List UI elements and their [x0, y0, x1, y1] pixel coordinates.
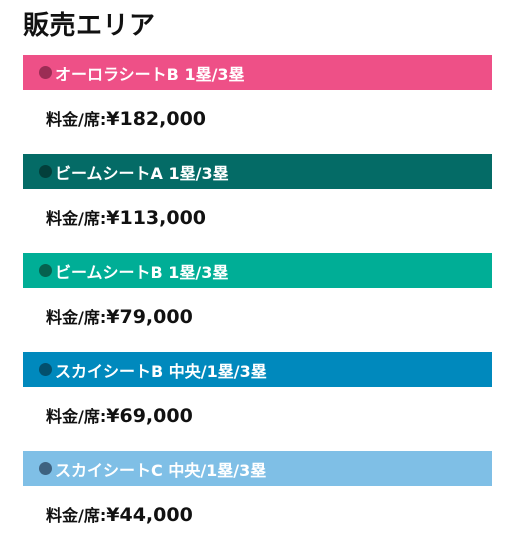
price-label: 料金/席:	[46, 407, 107, 426]
price-label: 料金/席:	[46, 308, 107, 327]
sales-area-list: オーロラシートB 1塁/3塁 料金/席:¥182,000 ビームシートA 1塁/…	[23, 55, 492, 550]
price-label: 料金/席:	[46, 506, 107, 525]
area-color-dot-icon	[39, 66, 52, 79]
price-value: ¥113,000	[106, 207, 207, 229]
price-row: 料金/席:¥79,000	[46, 302, 193, 333]
price-label: 料金/席:	[46, 209, 107, 228]
area-color-dot-icon	[39, 264, 52, 277]
price-value: ¥44,000	[106, 504, 193, 526]
area-item-sky-b: スカイシートB 中央/1塁/3塁 料金/席:¥69,000	[23, 352, 492, 451]
area-color-dot-icon	[39, 165, 52, 178]
price-label: 料金/席:	[46, 110, 107, 129]
price-row: 料金/席:¥44,000	[46, 500, 193, 531]
price-row: 料金/席:¥69,000	[46, 401, 193, 432]
area-name: ビームシートA 1塁/3塁	[55, 163, 229, 183]
area-color-dot-icon	[39, 462, 52, 475]
area-header-beam-a[interactable]: ビームシートA 1塁/3塁	[23, 154, 492, 189]
area-header-aurora-b[interactable]: オーロラシートB 1塁/3塁	[23, 55, 492, 90]
area-item-beam-b: ビームシートB 1塁/3塁 料金/席:¥79,000	[23, 253, 492, 352]
price-value: ¥79,000	[106, 306, 193, 328]
price-row: 料金/席:¥182,000	[46, 104, 206, 135]
area-header-sky-b[interactable]: スカイシートB 中央/1塁/3塁	[23, 352, 492, 387]
area-item-beam-a: ビームシートA 1塁/3塁 料金/席:¥113,000	[23, 154, 492, 253]
area-header-beam-b[interactable]: ビームシートB 1塁/3塁	[23, 253, 492, 288]
price-value: ¥69,000	[106, 405, 193, 427]
area-name: ビームシートB 1塁/3塁	[55, 262, 229, 282]
price-value: ¥182,000	[106, 108, 207, 130]
area-name: スカイシートB 中央/1塁/3塁	[55, 361, 267, 381]
area-name: スカイシートC 中央/1塁/3塁	[55, 460, 267, 480]
area-color-dot-icon	[39, 363, 52, 376]
page-title: 販売エリア	[23, 11, 156, 41]
area-header-sky-c[interactable]: スカイシートC 中央/1塁/3塁	[23, 451, 492, 486]
area-name: オーロラシートB 1塁/3塁	[55, 64, 245, 84]
area-item-aurora-b: オーロラシートB 1塁/3塁 料金/席:¥182,000	[23, 55, 492, 154]
area-item-sky-c: スカイシートC 中央/1塁/3塁 料金/席:¥44,000	[23, 451, 492, 550]
price-row: 料金/席:¥113,000	[46, 203, 206, 234]
